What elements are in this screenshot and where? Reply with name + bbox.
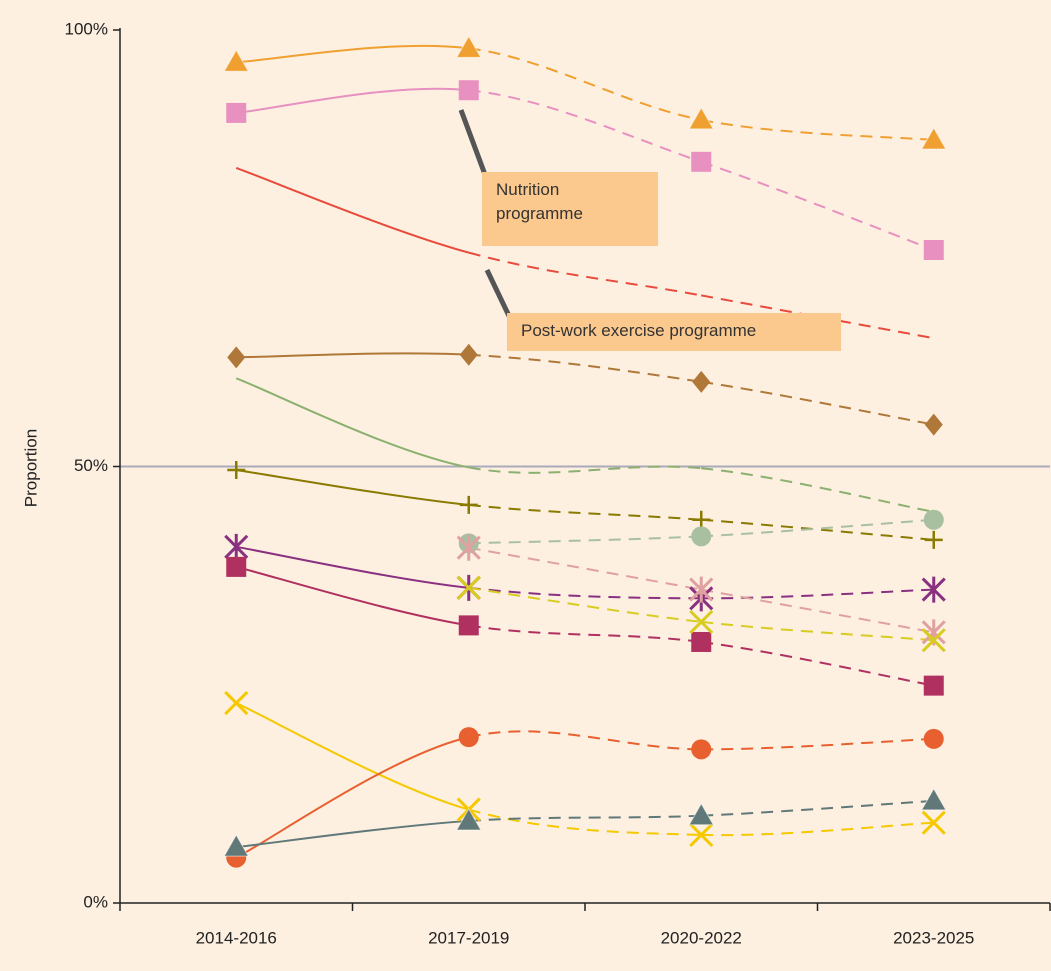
line-segment [468, 808, 702, 836]
x-tick-label: 2017-2019 [428, 928, 509, 947]
marker [921, 576, 946, 603]
marker [689, 822, 714, 847]
marker [924, 413, 943, 436]
marker [459, 343, 478, 366]
line-segment [236, 87, 469, 114]
line-segment [701, 294, 934, 340]
line-segment [701, 518, 934, 538]
line-segment [468, 251, 702, 297]
line-segment [701, 799, 934, 817]
line-segment [235, 377, 469, 469]
marker [688, 802, 715, 826]
line-segment [235, 702, 470, 811]
line-segment [235, 166, 470, 254]
marker [921, 628, 946, 653]
marker [923, 728, 944, 749]
line-segment [236, 545, 469, 589]
marker [458, 727, 479, 748]
line-segment [701, 467, 934, 513]
marker [459, 495, 478, 514]
line-segment [468, 624, 702, 643]
marker [458, 615, 479, 636]
line-segment [701, 737, 934, 751]
x-tick-label: 2014-2016 [196, 928, 277, 947]
lines [235, 44, 935, 859]
line-segment [701, 588, 934, 634]
marker [223, 49, 250, 72]
line-segment [468, 465, 702, 474]
marker [923, 239, 944, 260]
marker [691, 739, 712, 760]
line-segment [468, 535, 702, 545]
marker [920, 126, 947, 150]
line-segment [468, 353, 702, 383]
marker [688, 106, 715, 130]
marker [227, 460, 246, 479]
marker [458, 80, 479, 101]
marker [692, 510, 711, 529]
x-tick-label: 2023-2025 [893, 928, 974, 947]
marker [224, 533, 249, 560]
line-segment [701, 518, 934, 541]
marker [227, 346, 246, 369]
line-segment [468, 503, 702, 521]
marker [456, 575, 481, 600]
line-segment [701, 588, 934, 600]
line-segment [701, 640, 934, 687]
marker [923, 509, 944, 530]
line-segment [468, 546, 702, 591]
marker [692, 370, 711, 393]
marker [689, 576, 714, 603]
annotation-pointer [484, 268, 513, 320]
line-segment [236, 44, 469, 64]
line-segment [236, 469, 469, 506]
marker [920, 787, 947, 811]
y-tick-label: 100% [65, 19, 108, 38]
annotation-pointer [458, 109, 490, 181]
marker [691, 526, 712, 547]
line-segment [701, 620, 934, 642]
line-segment [468, 814, 702, 822]
marker [691, 151, 712, 172]
line-segment [468, 730, 702, 751]
marker [224, 691, 249, 716]
marker [455, 807, 482, 831]
line-segment [236, 565, 469, 627]
marker [921, 810, 946, 835]
x-tick-label: 2020-2022 [661, 928, 742, 947]
annotation: Post-work exercise programme [507, 313, 841, 351]
line-segment [700, 160, 935, 251]
marker [691, 631, 712, 652]
y-tick-label: 50% [74, 456, 108, 475]
y-tick-label: 0% [83, 892, 108, 911]
line-segment [701, 821, 934, 837]
marker [924, 530, 943, 549]
marker [689, 609, 714, 634]
markers [223, 35, 947, 868]
line-segment [468, 586, 702, 623]
marker [456, 534, 481, 561]
line-segment [701, 118, 934, 141]
line-segment [468, 586, 702, 600]
line-segment [468, 47, 702, 121]
line-segment [235, 736, 469, 859]
marker [455, 35, 482, 58]
y-axis-label: Proportion [21, 429, 40, 507]
marker [226, 102, 247, 123]
line-segment [701, 380, 934, 426]
annotation: Nutrition programme [482, 172, 658, 246]
line-segment [236, 819, 469, 849]
marker [223, 834, 250, 857]
marker [923, 675, 944, 696]
line-segment [468, 89, 702, 163]
line-segment [236, 352, 469, 359]
marker [226, 556, 247, 577]
